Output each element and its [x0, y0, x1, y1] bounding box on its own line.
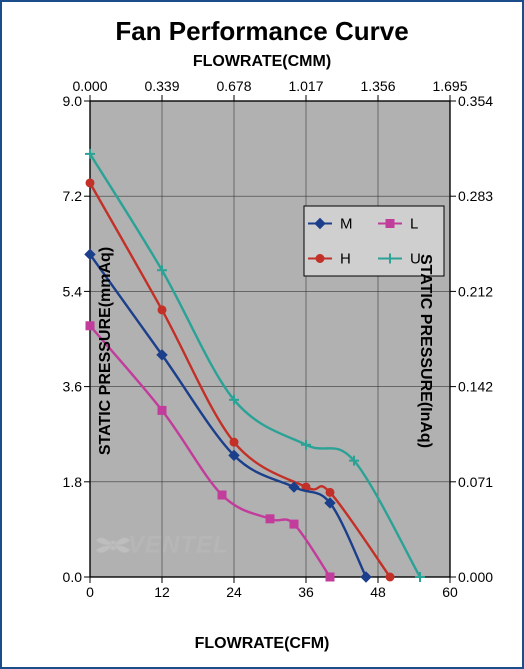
- svg-text:0.142: 0.142: [458, 379, 493, 395]
- svg-text:12: 12: [154, 584, 170, 600]
- svg-text:9.0: 9.0: [63, 93, 83, 109]
- svg-text:0.212: 0.212: [458, 283, 493, 299]
- svg-text:3.6: 3.6: [63, 379, 83, 395]
- svg-text:36: 36: [298, 584, 314, 600]
- chart-title: Fan Performance Curve: [115, 16, 408, 47]
- svg-text:24: 24: [226, 584, 242, 600]
- svg-text:0: 0: [86, 584, 94, 600]
- svg-text:0.000: 0.000: [458, 569, 493, 585]
- plot-svg: 012243648600.0000.3390.6781.0171.3561.69…: [4, 71, 520, 611]
- svg-text:1.356: 1.356: [360, 78, 395, 94]
- svg-text:7.2: 7.2: [63, 188, 83, 204]
- svg-text:L: L: [410, 216, 418, 233]
- svg-text:0.339: 0.339: [144, 78, 179, 94]
- svg-text:0.678: 0.678: [216, 78, 251, 94]
- svg-text:48: 48: [370, 584, 386, 600]
- svg-text:60: 60: [442, 584, 458, 600]
- svg-text:0.283: 0.283: [458, 188, 493, 204]
- svg-text:0.354: 0.354: [458, 93, 493, 109]
- svg-text:1.695: 1.695: [432, 78, 467, 94]
- svg-text:1.017: 1.017: [288, 78, 323, 94]
- top-axis-label: FLOWRATE(CMM): [193, 53, 331, 71]
- plot-area: STATIC PRESSURE(mmAq) STATIC PRESSURE(In…: [4, 71, 520, 631]
- right-axis-label: STATIC PRESSURE(InAq): [416, 254, 434, 448]
- bottom-axis-label: FLOWRATE(CFM): [195, 635, 330, 653]
- left-axis-label: STATIC PRESSURE(mmAq): [97, 247, 115, 455]
- svg-text:H: H: [340, 251, 351, 268]
- svg-text:0.0: 0.0: [63, 569, 83, 585]
- chart-container: Fan Performance Curve FLOWRATE(CMM) STAT…: [0, 0, 524, 669]
- svg-text:0.000: 0.000: [72, 78, 107, 94]
- svg-text:M: M: [340, 216, 353, 233]
- watermark: VENTEL: [94, 531, 229, 561]
- watermark-text: VENTEL: [128, 531, 229, 558]
- svg-text:1.8: 1.8: [63, 474, 83, 490]
- svg-text:0.071: 0.071: [458, 474, 493, 490]
- svg-text:5.4: 5.4: [63, 283, 83, 299]
